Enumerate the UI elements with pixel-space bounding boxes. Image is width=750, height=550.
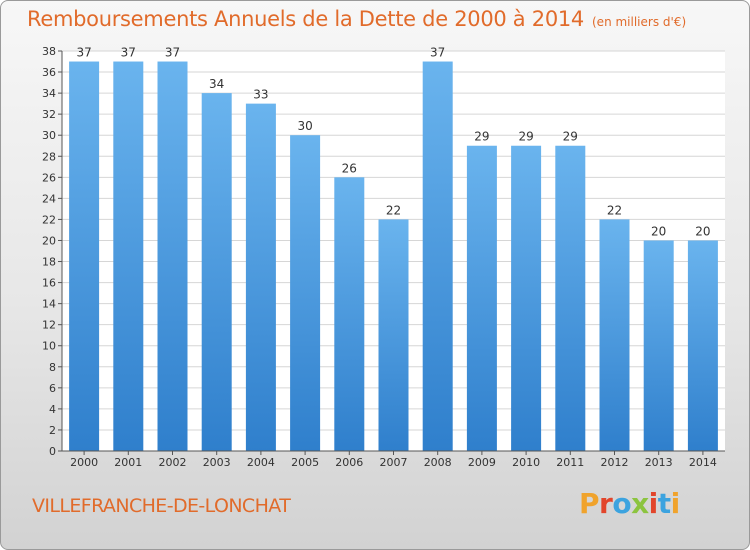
bar-2001 [113, 61, 144, 452]
y-tick-label-32: 32 [42, 108, 56, 121]
y-tick-label-14: 14 [42, 298, 56, 311]
x-tick-label-2012: 2012 [601, 456, 629, 469]
chart-subtitle: (en milliers d'€) [592, 15, 687, 29]
bar-2010 [511, 145, 542, 451]
y-tick-label-18: 18 [42, 256, 56, 269]
bar-2012 [599, 219, 630, 451]
bar-2007 [378, 219, 409, 451]
x-tick-label-2009: 2009 [468, 456, 496, 469]
x-tick-label-2000: 2000 [70, 456, 98, 469]
value-label-2004: 33 [253, 88, 268, 102]
y-tick-label-4: 4 [49, 403, 56, 416]
logo-letter: x [631, 487, 649, 520]
value-label-2005: 30 [297, 119, 312, 133]
bar-2000 [69, 61, 100, 452]
value-label-2014: 20 [695, 224, 710, 238]
value-label-2011: 29 [563, 130, 578, 144]
y-tick-label-2: 2 [49, 424, 56, 437]
y-tick-label-8: 8 [49, 361, 56, 374]
x-tick-label-2014: 2014 [689, 456, 717, 469]
bar-2004 [245, 103, 276, 451]
y-tick-label-0: 0 [49, 445, 56, 458]
value-label-2009: 29 [474, 130, 489, 144]
bar-2013 [643, 240, 674, 451]
chart-title: Remboursements Annuels de la Dette de 20… [27, 7, 686, 31]
x-tick-label-2011: 2011 [556, 456, 584, 469]
value-label-2013: 20 [651, 224, 666, 238]
x-tick-label-2007: 2007 [380, 456, 408, 469]
bar-2006 [334, 177, 365, 451]
y-tick-label-20: 20 [42, 234, 56, 247]
value-label-2003: 34 [209, 77, 224, 91]
bar-2014 [687, 240, 718, 451]
logo-letter: i [648, 487, 659, 520]
value-label-2012: 22 [607, 203, 622, 217]
x-tick-label-2008: 2008 [424, 456, 452, 469]
logo-letter: t [657, 487, 671, 520]
logo-letter: r [599, 487, 613, 520]
proxiti-logo: Proxiti [579, 487, 680, 520]
value-label-2008: 37 [430, 46, 445, 60]
x-tick-label-2005: 2005 [291, 456, 319, 469]
bar-2008 [422, 61, 453, 452]
y-tick-label-26: 26 [42, 171, 56, 184]
bar-2009 [466, 145, 497, 451]
y-tick-label-6: 6 [49, 382, 56, 395]
x-tick-label-2002: 2002 [159, 456, 187, 469]
y-tick-label-12: 12 [42, 319, 56, 332]
x-tick-label-2006: 2006 [335, 456, 363, 469]
commune-name: VILLEFRANCHE-DE-LONCHAT [32, 495, 291, 517]
x-tick-label-2001: 2001 [114, 456, 142, 469]
y-tick-label-28: 28 [42, 150, 56, 163]
logo-letter: i [670, 487, 681, 520]
y-tick-label-30: 30 [42, 129, 56, 142]
y-tick-label-10: 10 [42, 340, 56, 353]
chart-title-text: Remboursements Annuels de la Dette de 20… [27, 7, 584, 31]
y-tick-label-22: 22 [42, 213, 56, 226]
y-tick-label-36: 36 [42, 66, 56, 79]
value-label-2000: 37 [76, 46, 91, 60]
logo-letter: o [612, 487, 632, 520]
bar-2011 [555, 145, 586, 451]
value-label-2007: 22 [386, 203, 401, 217]
value-label-2001: 37 [121, 46, 136, 60]
x-tick-label-2010: 2010 [512, 456, 540, 469]
bar-2003 [201, 93, 232, 452]
bar-2005 [290, 135, 321, 452]
bar-layer [69, 61, 718, 452]
y-tick-label-38: 38 [42, 45, 56, 58]
x-tick-label-2004: 2004 [247, 456, 275, 469]
y-tick-label-34: 34 [42, 87, 56, 100]
value-label-2006: 26 [342, 161, 357, 175]
x-tick-label-2003: 2003 [203, 456, 231, 469]
y-tick-label-24: 24 [42, 192, 56, 205]
value-label-2002: 37 [165, 46, 180, 60]
logo-letter: P [579, 487, 600, 520]
bar-2002 [157, 61, 188, 452]
label-layer: 37 37 37 34 33 30 26 22 37 29 29 29 22 20 20 [76, 46, 710, 239]
x-tick-label-2013: 2013 [645, 456, 673, 469]
value-label-2010: 29 [518, 130, 533, 144]
y-tick-label-16: 16 [42, 277, 56, 290]
